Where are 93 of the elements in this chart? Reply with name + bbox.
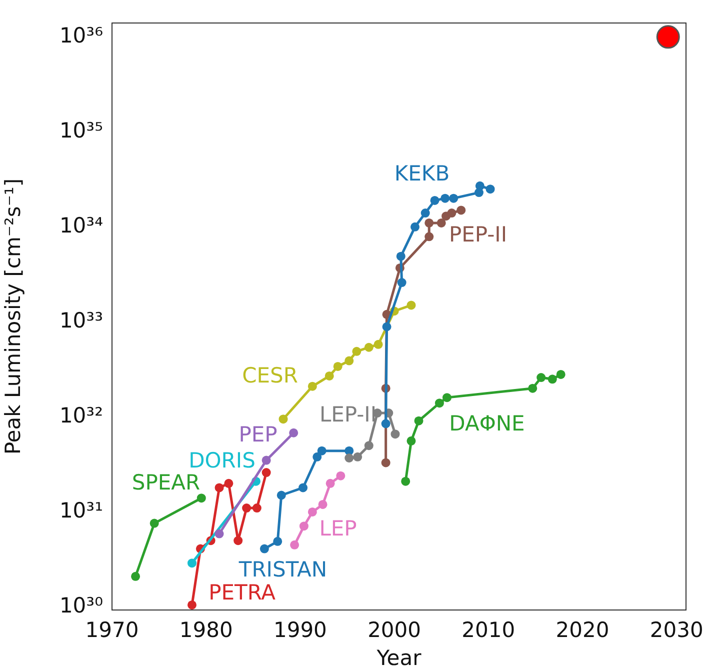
y-axis-title: Peak Luminosity [cm⁻²s⁻¹] xyxy=(1,178,26,455)
point xyxy=(308,507,317,516)
point xyxy=(430,196,440,205)
series-label: PEP xyxy=(238,422,278,446)
point xyxy=(406,300,416,310)
point xyxy=(242,504,252,513)
point xyxy=(252,504,262,513)
point xyxy=(397,278,406,288)
point xyxy=(326,478,335,488)
series-label: LEP-II xyxy=(319,402,377,426)
x-tick-label: 2010 xyxy=(462,618,516,642)
point xyxy=(456,206,466,215)
point xyxy=(234,536,243,546)
point xyxy=(442,393,452,402)
point xyxy=(424,232,434,242)
point xyxy=(382,322,392,332)
point xyxy=(308,382,317,391)
point xyxy=(262,468,271,478)
point xyxy=(299,522,308,531)
point xyxy=(260,544,269,554)
point xyxy=(262,456,271,465)
point xyxy=(196,494,206,503)
point xyxy=(187,558,196,568)
point xyxy=(410,222,420,232)
point xyxy=(396,252,406,261)
point xyxy=(381,419,390,428)
point xyxy=(353,452,362,462)
point xyxy=(312,452,322,462)
point xyxy=(440,194,450,203)
point xyxy=(656,25,680,49)
point xyxy=(528,384,538,393)
series-label: TRISTAN xyxy=(238,557,328,582)
point xyxy=(214,483,224,492)
point xyxy=(278,414,288,424)
series-label: PEP-II xyxy=(448,222,508,246)
y-tick-label: 10³³ xyxy=(59,308,103,332)
point xyxy=(290,540,300,550)
point xyxy=(401,476,410,486)
point xyxy=(324,371,334,380)
series-label: KEKB xyxy=(394,161,450,186)
y-tick-label: 10³⁰ xyxy=(59,593,103,618)
point xyxy=(548,374,557,384)
point xyxy=(434,398,444,408)
point xyxy=(131,572,140,581)
series-label: DORIS xyxy=(188,448,256,472)
point xyxy=(318,500,328,509)
point xyxy=(344,453,354,462)
x-tick-label: 2030 xyxy=(650,618,704,642)
x-axis-title: Year xyxy=(376,646,422,670)
point xyxy=(150,518,159,528)
series-label: CESR xyxy=(242,363,298,388)
point xyxy=(224,478,234,488)
point xyxy=(486,184,495,194)
y-tick-label: 10³⁴ xyxy=(59,213,103,238)
x-tick-label: 2000 xyxy=(368,618,422,642)
y-tick-label: 10³⁵ xyxy=(59,118,103,142)
series-label: PETRA xyxy=(208,580,276,604)
point xyxy=(374,340,383,349)
point xyxy=(424,218,434,228)
point xyxy=(414,416,424,426)
series-label: SPEAR xyxy=(132,470,200,494)
point xyxy=(364,342,374,352)
point xyxy=(344,356,354,366)
point xyxy=(406,436,416,446)
point xyxy=(420,208,430,218)
point xyxy=(536,373,546,382)
y-tick-label: 10³¹ xyxy=(59,498,103,522)
point xyxy=(352,346,362,356)
point xyxy=(187,600,196,610)
point xyxy=(556,370,566,379)
x-tick-label: 1990 xyxy=(273,618,327,642)
point xyxy=(447,208,456,218)
point xyxy=(333,362,342,371)
x-tick-label: 1980 xyxy=(179,618,233,642)
point xyxy=(381,458,390,468)
point xyxy=(436,218,446,228)
point xyxy=(276,490,286,500)
series-label: DAΦNE xyxy=(449,411,525,436)
point xyxy=(390,430,400,439)
point xyxy=(317,446,326,456)
point xyxy=(475,181,484,190)
point xyxy=(289,428,298,438)
y-tick-label: 10³² xyxy=(59,403,103,428)
x-tick-label: 1970 xyxy=(85,618,139,642)
y-tick-label: 10³⁶ xyxy=(59,23,103,48)
point xyxy=(214,529,224,538)
point xyxy=(449,194,458,203)
point xyxy=(298,483,308,492)
point xyxy=(336,471,346,480)
point xyxy=(273,536,282,546)
point xyxy=(364,441,374,450)
series-label: LEP xyxy=(319,516,357,540)
x-tick-label: 2020 xyxy=(556,618,610,642)
